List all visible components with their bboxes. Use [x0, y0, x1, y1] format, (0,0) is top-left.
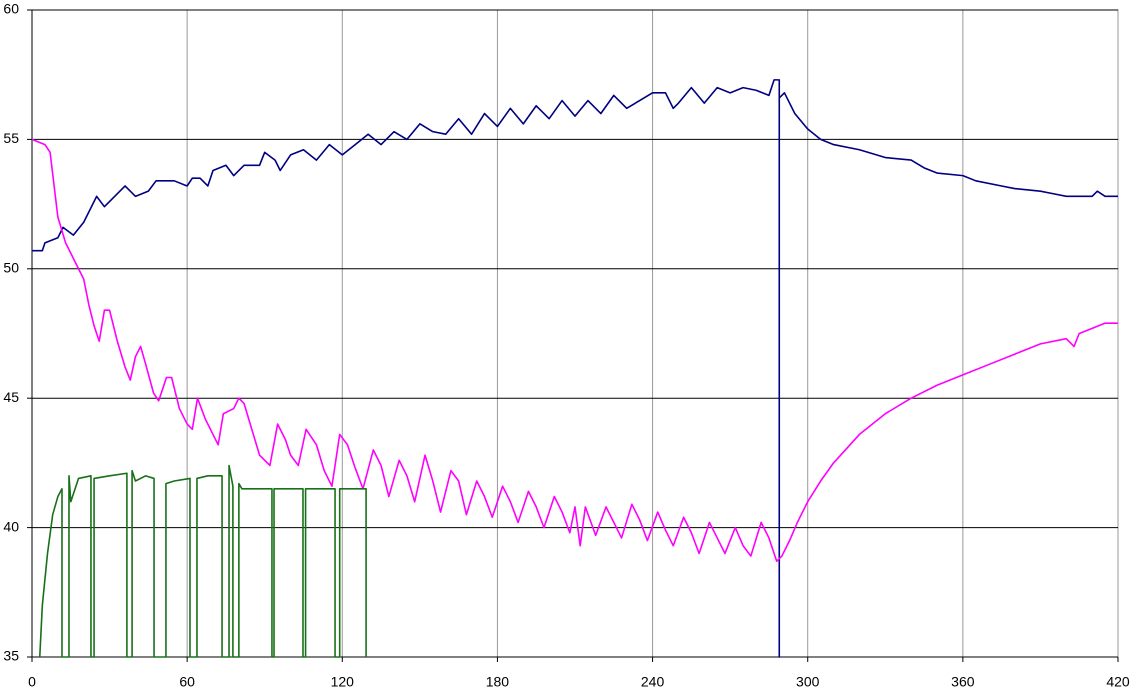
data-line [38, 464, 367, 658]
y-tick-label: 55 [3, 130, 19, 146]
y-tick-label: 50 [3, 260, 19, 276]
y-tick-label: 40 [3, 518, 19, 534]
y-tick-label: 35 [3, 648, 19, 664]
x-tick-label: 240 [641, 674, 665, 690]
x-tick-label: 180 [486, 674, 510, 690]
x-tick-label: 300 [796, 674, 820, 690]
x-tick-label: 360 [951, 674, 975, 690]
data-line [32, 79, 1118, 658]
y-tick-label: 60 [3, 1, 19, 17]
data-line [31, 138, 1118, 563]
y-tick-label: 45 [3, 389, 19, 405]
x-tick-label: 420 [1106, 674, 1130, 690]
plot-area [31, 9, 1119, 658]
x-tick-label: 60 [179, 674, 195, 690]
x-tick-label: 0 [28, 674, 36, 690]
x-tick-label: 120 [331, 674, 355, 690]
